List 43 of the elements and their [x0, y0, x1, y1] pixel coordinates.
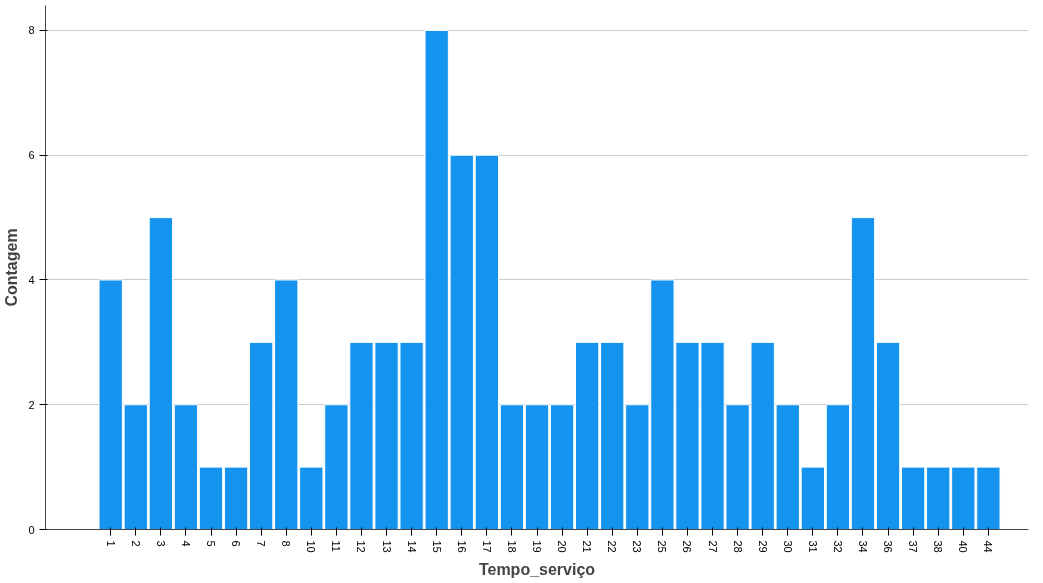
- x-tick-label: 10: [305, 540, 318, 553]
- x-tick-label: 11: [330, 540, 343, 552]
- x-tick-label: 18: [505, 540, 518, 553]
- x-tick-label: 22: [606, 540, 619, 553]
- x-tick-label: 4: [179, 540, 192, 547]
- x-tick-label: 26: [681, 540, 694, 553]
- y-tick-label: 4: [28, 273, 35, 286]
- x-axis-title: Tempo_serviço: [478, 560, 596, 578]
- x-tick-label: 17: [480, 540, 493, 553]
- x-tick-label: 14: [405, 540, 418, 553]
- x-tick-label: 7: [255, 540, 268, 547]
- x-tick-label: 40: [957, 540, 970, 553]
- x-tick-label: 25: [656, 540, 669, 553]
- y-tick-label: 0: [28, 523, 35, 536]
- x-tick-label: 1: [104, 540, 117, 547]
- x-tick-label: 44: [982, 540, 995, 553]
- x-tick-label: 23: [631, 540, 644, 553]
- x-tick-label: 16: [455, 540, 468, 553]
- x-tick-label: 19: [531, 540, 543, 553]
- y-axis-title: Contagem: [3, 228, 21, 307]
- x-tick-label: 30: [781, 540, 794, 553]
- y-tick-label: 8: [28, 24, 35, 37]
- x-tick-label: 36: [882, 540, 895, 553]
- x-tick-label: 3: [154, 540, 167, 547]
- x-tick-label: 6: [230, 540, 243, 547]
- x-tick-label: 20: [556, 540, 569, 553]
- x-tick-label: 28: [731, 540, 744, 553]
- x-tick-label: 29: [756, 540, 769, 553]
- x-tick-label: 32: [831, 540, 844, 553]
- x-tick-label: 8: [280, 540, 293, 547]
- x-tick-label: 27: [706, 540, 719, 553]
- x-tick-label: 37: [907, 540, 920, 553]
- x-tick-label: 12: [355, 540, 368, 553]
- x-tick-label: 34: [856, 540, 869, 553]
- y-tick-label: 2: [28, 398, 35, 411]
- x-tick-label: 21: [581, 540, 594, 553]
- x-tick-label: 5: [205, 540, 218, 547]
- y-tick-label: 6: [28, 149, 35, 162]
- x-tick-label: 38: [932, 540, 945, 553]
- x-tick-label: 13: [380, 540, 393, 553]
- x-tick-label: 31: [806, 540, 819, 553]
- x-tick-label: 15: [430, 540, 443, 553]
- x-tick-label: 2: [129, 540, 142, 547]
